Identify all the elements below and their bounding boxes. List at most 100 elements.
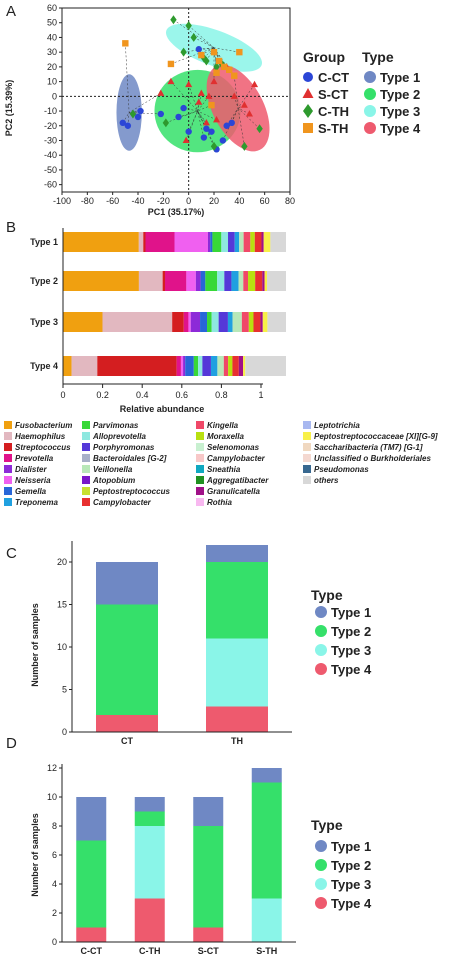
bar-segment-parvimonas — [193, 356, 199, 376]
legend-type-items: Type 1 Type 2 Type 3 Type 4 — [364, 70, 421, 136]
x-tick-label: 40 — [234, 196, 244, 206]
bar-segment-campylobacter — [232, 356, 239, 376]
bar-segment-dialister — [207, 232, 211, 252]
legend-marker-type-3 — [364, 105, 376, 117]
point-c-ct — [195, 46, 202, 53]
bar-segment-granulicatella — [260, 312, 263, 332]
centroid-line — [237, 84, 255, 109]
bar-segment-others — [267, 312, 286, 332]
bar-c-th-type-3 — [134, 826, 165, 899]
taxa-swatch-moraxella — [196, 432, 204, 440]
taxa-label-pseudomonas: Pseudomonas — [314, 465, 369, 474]
bar-segment-neisseria — [186, 271, 196, 291]
bar-segment-kingella — [243, 271, 249, 291]
taxa-swatch-atopobium — [82, 476, 90, 484]
bar-segment-moraxella — [248, 271, 256, 291]
centroid-line — [231, 107, 239, 123]
x-tick-label: 0.2 — [96, 390, 109, 400]
point-s-th — [167, 60, 175, 68]
x-axis-ticks: -100 -80 -60 -40 -20 0 20 40 60 80 — [53, 192, 295, 206]
scatter-plot-frame — [61, 7, 291, 193]
point-c-th — [180, 47, 187, 57]
ellipse-layer — [116, 23, 270, 153]
y-tick-label: -50 — [44, 165, 57, 175]
taxa-swatch-pseudomonas — [303, 465, 311, 473]
point-c-ct — [124, 122, 132, 129]
centroid-line — [237, 107, 260, 129]
point-s-th — [231, 72, 238, 79]
taxa-swatch-aggregatibacter — [196, 476, 204, 484]
taxa-label-leptotrichia: Leptotrichia — [314, 421, 360, 430]
bar-segment-treponema — [234, 232, 240, 252]
bar-segment-moraxella — [250, 232, 255, 252]
taxa-label-rothia: Rothia — [207, 498, 232, 507]
abundance-bars — [63, 232, 286, 376]
taxa-swatch-selenomonas — [196, 443, 204, 451]
bar-segment-porphyromonas — [202, 356, 211, 376]
y-tick-label: -10 — [44, 106, 57, 116]
taxa-label-alloprevotella: Alloprevotella — [92, 432, 146, 441]
legend-marker-type-4 — [315, 663, 327, 675]
x-category-label: C-TH — [139, 946, 161, 956]
c-x-labels: CT TH — [121, 736, 243, 746]
point-c-th — [170, 15, 177, 25]
bar-ct-type-1 — [96, 562, 158, 605]
bar-segment-dialister — [190, 312, 201, 332]
centroid-line — [183, 47, 215, 53]
point-s-ct — [202, 118, 210, 126]
taxa-swatch-others — [303, 476, 311, 484]
bar-segment-parvimonas — [205, 271, 218, 291]
taxa-label-moraxella: Moraxella — [207, 432, 244, 441]
taxa-swatch-unclassified-o-burkholderiales — [303, 454, 311, 462]
y-tick-label: 20 — [47, 62, 57, 72]
bar-segment-gemella — [200, 271, 206, 291]
taxa-swatch-peptostreptococcaceae-xi-g-9 — [303, 432, 311, 440]
taxa-swatch-saccharibacteria-tm7-g-1 — [303, 443, 311, 451]
taxa-swatch-parvimonas — [82, 421, 90, 429]
c-legend-title: Type — [311, 587, 343, 603]
bar-segment-campylobacter — [255, 271, 263, 291]
taxa-label-bacteroidales-g-2: Bacteroidales [G-2] — [93, 454, 167, 463]
point-c-ct — [157, 110, 164, 118]
taxa-swatch-gemella — [4, 487, 12, 495]
bar-ct-type-2 — [96, 604, 158, 715]
bar-segment-others — [270, 232, 286, 252]
row-label-type-1: Type 1 — [30, 237, 58, 247]
bar-s-ct-type-2 — [193, 826, 224, 928]
point-c-ct — [137, 107, 144, 115]
bar-segment-campylobacter — [253, 312, 261, 332]
bar-segment-peptostreptococcaceae-xi-g-9 — [264, 271, 268, 291]
legend-label-type-2: Type 2 — [331, 858, 371, 873]
bar-segment-prevotella — [165, 271, 187, 291]
x-category-label: TH — [231, 736, 243, 746]
centroid-line — [237, 108, 245, 147]
bar-segment-streptococcus — [143, 232, 146, 252]
taxa-label-gemella: Gemella — [15, 487, 47, 496]
taxa-swatch-prevotella — [4, 454, 12, 462]
bar-segment-haemophilus — [102, 312, 173, 332]
bar-segment-granulicatella — [262, 271, 265, 291]
legend-marker-type-4 — [364, 122, 376, 134]
bar-c-ct-type-1 — [76, 797, 107, 841]
centroid-line — [213, 47, 222, 65]
taxa-label-prevotella: Prevotella — [15, 454, 54, 463]
taxa-label-atopobium: Atopobium — [92, 476, 135, 485]
centroid-line — [129, 112, 161, 115]
bar-segment-gemella — [210, 232, 213, 252]
bar-segment-kingella — [241, 312, 249, 332]
legend-marker-type-2 — [315, 859, 327, 871]
y-tick-label: 15 — [57, 600, 67, 610]
taxa-label-peptostreptococcus: Peptostreptococcus — [93, 487, 170, 496]
taxa-label-granulicatella: Granulicatella — [207, 487, 260, 496]
panel-label-d: D — [6, 735, 17, 752]
x-tick-label: 0.4 — [136, 390, 149, 400]
centroid-line — [170, 81, 198, 112]
legend-label-s-ct: S-CT — [318, 87, 348, 102]
taxa-swatch-sneathia — [196, 465, 204, 473]
bar-segment-parvimonas — [207, 312, 212, 332]
bar-segment-dialister — [183, 356, 186, 376]
bar-segment-dialister — [195, 271, 201, 291]
taxa-swatch-haemophilus — [4, 432, 12, 440]
point-c-th — [162, 118, 170, 128]
